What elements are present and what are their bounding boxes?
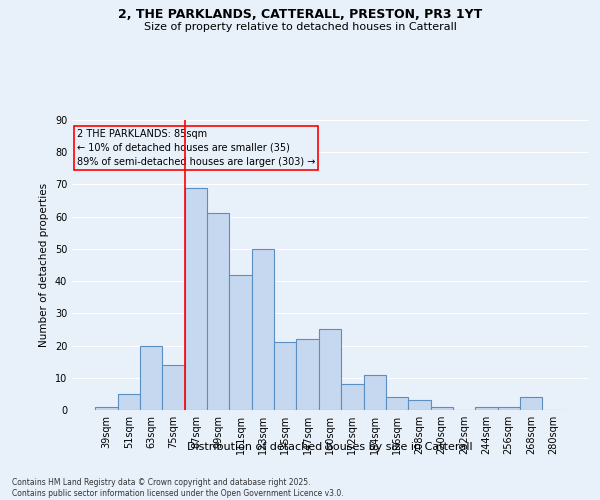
- Bar: [185, 188, 207, 410]
- Bar: [520, 397, 542, 410]
- Y-axis label: Number of detached properties: Number of detached properties: [39, 183, 49, 347]
- Bar: [207, 214, 229, 410]
- Bar: [163, 365, 185, 410]
- Text: Contains HM Land Registry data © Crown copyright and database right 2025.
Contai: Contains HM Land Registry data © Crown c…: [12, 478, 344, 498]
- Bar: [408, 400, 431, 410]
- Text: Size of property relative to detached houses in Catterall: Size of property relative to detached ho…: [143, 22, 457, 32]
- Bar: [475, 407, 497, 410]
- Bar: [95, 407, 118, 410]
- Bar: [497, 407, 520, 410]
- Text: 2, THE PARKLANDS, CATTERALL, PRESTON, PR3 1YT: 2, THE PARKLANDS, CATTERALL, PRESTON, PR…: [118, 8, 482, 20]
- Bar: [386, 397, 408, 410]
- Text: 2 THE PARKLANDS: 85sqm
← 10% of detached houses are smaller (35)
89% of semi-det: 2 THE PARKLANDS: 85sqm ← 10% of detached…: [77, 128, 316, 166]
- Text: Distribution of detached houses by size in Catterall: Distribution of detached houses by size …: [187, 442, 473, 452]
- Bar: [364, 374, 386, 410]
- Bar: [118, 394, 140, 410]
- Bar: [140, 346, 163, 410]
- Bar: [341, 384, 364, 410]
- Bar: [431, 407, 453, 410]
- Bar: [319, 330, 341, 410]
- Bar: [274, 342, 296, 410]
- Bar: [296, 339, 319, 410]
- Bar: [252, 249, 274, 410]
- Bar: [229, 274, 252, 410]
